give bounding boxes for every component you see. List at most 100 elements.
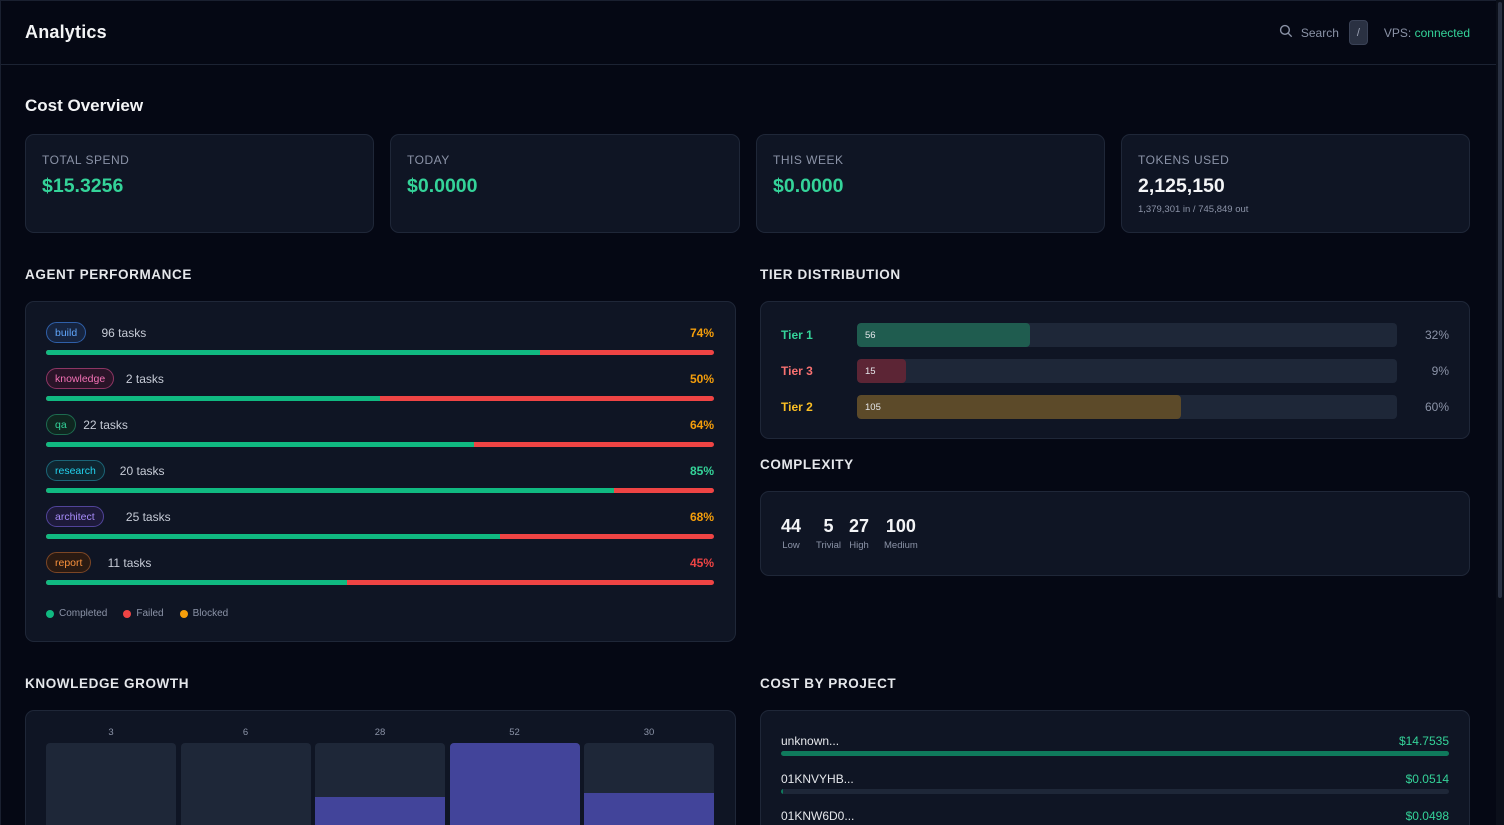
stat-subtext: 1,379,301 in / 745,849 out	[1138, 204, 1249, 215]
tier-count: 15	[865, 365, 876, 377]
agent-badge: qa	[46, 414, 76, 435]
agent-success-rate: 85%	[689, 464, 714, 478]
stat-card-tokens-used: TOKENS USED 2,125,150 1,379,301 in / 745…	[1121, 134, 1470, 233]
complexity-label: Trivial	[816, 540, 841, 551]
bar-value-label: 6	[242, 727, 249, 738]
legend-completed: Completed	[46, 608, 107, 619]
complexity-trivial: 5 Trivial	[816, 516, 841, 551]
agent-progress-bar	[46, 580, 714, 585]
stat-value: $0.0000	[407, 175, 478, 197]
agent-task-count: 2 tasks	[125, 372, 164, 386]
vps-status: VPS: connected	[1384, 26, 1470, 40]
agent-badge: research	[46, 460, 105, 481]
complexity-label: High	[849, 540, 869, 551]
legend-dot	[123, 609, 132, 618]
tier-count: 105	[865, 401, 881, 413]
complexity-count: 5	[823, 516, 834, 536]
agent-row-report: report 11 tasks 45%	[46, 552, 714, 592]
tier-name: Tier 2	[781, 400, 813, 414]
complexity-title: COMPLEXITY	[760, 457, 854, 472]
stat-value: $15.3256	[42, 175, 124, 197]
tier-bar-fill: 15	[857, 359, 906, 383]
complexity-count: 100	[885, 516, 916, 536]
stat-value: $0.0000	[773, 175, 844, 197]
search-label: Search	[1300, 25, 1339, 40]
agent-success-rate: 45%	[689, 556, 714, 570]
bar-value-label: 30	[643, 727, 655, 738]
agent-row-architect: architect 25 tasks 68%	[46, 506, 714, 546]
knowledge-growth-title: KNOWLEDGE GROWTH	[25, 676, 190, 691]
bar-background	[315, 743, 445, 825]
tier-bar-track: 105	[857, 395, 1397, 419]
agent-success-rate: 64%	[689, 418, 714, 432]
legend-label: Completed	[59, 608, 108, 619]
legend-dot	[179, 609, 188, 618]
agent-success-rate: 68%	[689, 510, 714, 524]
project-cost-fill	[781, 751, 1449, 756]
complexity-high: 27 High	[849, 516, 869, 551]
tier-bar-track: 15	[857, 359, 1397, 383]
bar-fill	[315, 797, 445, 825]
agent-task-count: 11 tasks	[107, 556, 152, 570]
agent-progress-completed	[46, 350, 541, 355]
stat-card-today: TODAY $0.0000	[390, 134, 740, 233]
agent-progress-bar	[46, 442, 714, 447]
agent-task-count: 25 tasks	[125, 510, 171, 524]
agent-performance-title: AGENT PERFORMANCE	[25, 267, 192, 282]
legend-label: Blocked	[192, 608, 229, 619]
agent-badge: knowledge	[46, 368, 115, 389]
legend-blocked: Blocked	[179, 608, 229, 619]
project-cost: $0.0514	[1405, 771, 1449, 786]
vps-label: VPS:	[1383, 25, 1412, 40]
bar-value-label: 3	[108, 727, 114, 738]
complexity-label: Medium	[884, 540, 918, 551]
tier-distribution-card: Tier 1 56 32% Tier 3 15 9% Tier 2 105 60%	[760, 301, 1470, 439]
complexity-label: Low	[782, 540, 800, 551]
stat-label: TODAY	[407, 153, 450, 167]
bar-fill	[449, 743, 580, 825]
top-header: Analytics Search / VPS: connected	[1, 1, 1496, 65]
bar-background	[584, 743, 714, 825]
agent-badge: build	[46, 322, 87, 343]
tier-bar-track: 56	[857, 323, 1397, 347]
stat-label: THIS WEEK	[773, 153, 844, 167]
agent-task-count: 22 tasks	[83, 418, 128, 432]
agent-progress-bar	[46, 534, 714, 539]
tier-name: Tier 1	[781, 328, 813, 342]
search-icon	[1279, 24, 1293, 41]
project-cost: $14.7535	[1398, 734, 1449, 748]
tier-distribution-title: TIER DISTRIBUTION	[760, 267, 901, 282]
bar-background	[449, 743, 580, 825]
scrollbar-thumb[interactable]	[1498, 2, 1502, 598]
agent-badge: report	[46, 552, 92, 573]
tier-row-3: Tier 2 105 60%	[781, 395, 1449, 419]
legend-label: Failed	[136, 608, 164, 619]
page-scrollbar[interactable]	[1496, 0, 1504, 825]
agent-task-count: 96 tasks	[101, 326, 147, 340]
search-trigger[interactable]: Search /	[1279, 20, 1368, 45]
project-name: unknown...	[781, 734, 840, 748]
tier-percent: 32%	[1424, 328, 1449, 342]
header-actions: Search / VPS: connected	[1279, 20, 1470, 45]
complexity-card: 44 Low 5 Trivial 27 High 100 Medium	[760, 491, 1470, 576]
agent-progress-completed	[46, 442, 474, 447]
agent-progress-bar	[46, 350, 714, 355]
bar-background	[180, 743, 311, 825]
stat-label: TOTAL SPEND	[42, 153, 130, 167]
agent-row-research: research 20 tasks 85%	[46, 460, 714, 500]
knowledge-growth-card: 3 6 28 52 30	[25, 710, 736, 825]
project-cost-bar	[781, 788, 1449, 794]
agent-row-knowledge: knowledge 2 tasks 50%	[46, 368, 714, 408]
bar-background	[46, 743, 176, 825]
bar-fill	[584, 792, 714, 825]
tier-bar-fill: 56	[857, 323, 1030, 347]
stat-value: 2,125,150	[1138, 175, 1225, 197]
stat-card-this-week: THIS WEEK $0.0000	[756, 134, 1105, 233]
project-name: 01KNVYHB...	[781, 771, 854, 786]
agent-progress-completed	[46, 396, 380, 401]
vps-connection-state: connected	[1414, 25, 1470, 40]
project-cost-fill	[781, 788, 784, 794]
agent-legend: Completed Failed Blocked	[46, 608, 228, 619]
tier-count: 56	[865, 329, 876, 341]
stat-card-total-spend: TOTAL SPEND $15.3256	[25, 134, 374, 233]
